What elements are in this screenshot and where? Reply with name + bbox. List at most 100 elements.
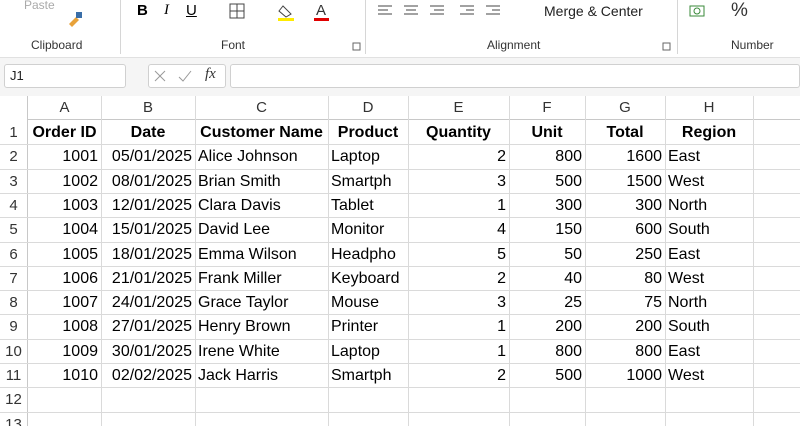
cell[interactable]: South — [668, 318, 710, 336]
cell[interactable]: 24/01/2025 — [111, 294, 192, 312]
cell[interactable]: Smartph — [331, 367, 392, 384]
column-header[interactable]: F — [542, 99, 552, 116]
column-header[interactable]: I — [753, 99, 800, 116]
cell[interactable]: Grace Taylor — [198, 294, 289, 312]
cell[interactable]: Alice Johnson — [198, 148, 298, 166]
cell[interactable]: Jack Harris — [198, 367, 279, 384]
cell[interactable]: 4 — [497, 221, 506, 239]
cell[interactable]: Emma Wilson — [198, 245, 297, 263]
row-header[interactable]: 5 — [9, 221, 18, 239]
cell[interactable]: 1005 — [62, 245, 98, 263]
row-header[interactable]: 12 — [5, 391, 22, 409]
currency-icon[interactable] — [688, 3, 714, 21]
cell[interactable]: 500 — [555, 367, 582, 384]
cell[interactable]: Smartph — [331, 172, 392, 190]
cell[interactable]: Unit — [531, 124, 563, 141]
cell[interactable]: 300 — [555, 196, 582, 214]
name-box[interactable] — [4, 64, 126, 88]
cell[interactable]: West — [668, 367, 705, 384]
cell[interactable]: Mouse — [331, 294, 380, 312]
cell[interactable]: West — [668, 172, 705, 190]
cell[interactable]: 1004 — [62, 221, 98, 239]
cell[interactable]: 200 — [635, 318, 662, 336]
cell[interactable]: 05/01/2025 — [111, 148, 192, 166]
row-header[interactable]: 6 — [9, 245, 18, 263]
cell[interactable]: 1 — [497, 196, 506, 214]
row-header[interactable]: 11 — [5, 367, 22, 384]
cell[interactable]: Headpho — [331, 245, 396, 263]
cell[interactable]: Order ID — [32, 124, 97, 141]
column-header[interactable]: A — [59, 99, 70, 116]
row-header[interactable]: 2 — [9, 148, 18, 166]
cell[interactable]: 27/01/2025 — [111, 318, 192, 336]
cell[interactable]: 1007 — [62, 294, 98, 312]
cell[interactable]: Frank Miller — [198, 269, 282, 287]
cell[interactable]: 12/01/2025 — [111, 196, 192, 214]
cell[interactable]: 08/01/2025 — [111, 172, 192, 190]
cell[interactable]: 1000 — [626, 367, 662, 384]
cell[interactable]: 1001 — [62, 148, 98, 166]
cell[interactable]: 1009 — [62, 342, 98, 360]
cell[interactable]: Region — [681, 124, 737, 141]
column-header[interactable]: G — [619, 99, 631, 116]
cell[interactable]: Product — [337, 124, 399, 141]
cell[interactable]: Monitor — [331, 221, 385, 239]
cell[interactable]: 800 — [555, 148, 582, 166]
column-header[interactable]: C — [256, 99, 267, 116]
cell[interactable]: 1008 — [62, 318, 98, 336]
cell[interactable]: Quantity — [426, 124, 491, 141]
merge-center-button[interactable]: Merge & Center — [544, 3, 643, 19]
column-header[interactable]: E — [453, 99, 464, 116]
cell[interactable]: 800 — [555, 342, 582, 360]
cell[interactable]: Henry Brown — [198, 318, 291, 336]
cell[interactable]: 40 — [564, 269, 582, 287]
cell[interactable]: 2 — [497, 269, 506, 287]
cell[interactable]: Tablet — [331, 196, 374, 214]
cell[interactable]: 5 — [497, 245, 506, 263]
format-painter-icon[interactable] — [66, 10, 84, 28]
cell[interactable]: 600 — [635, 221, 662, 239]
row-header[interactable]: 13 — [5, 415, 22, 426]
column-header[interactable]: B — [142, 99, 153, 116]
cell[interactable]: Printer — [331, 318, 379, 336]
cell[interactable]: 1010 — [62, 367, 98, 384]
cell[interactable]: 1500 — [626, 172, 662, 190]
cell[interactable]: East — [668, 342, 701, 360]
cell[interactable]: Laptop — [331, 148, 380, 166]
row-header[interactable]: 9 — [9, 318, 18, 336]
cell[interactable]: 1003 — [62, 196, 98, 214]
cell[interactable]: David Lee — [198, 221, 271, 239]
cell[interactable]: 200 — [555, 318, 582, 336]
cell[interactable]: 500 — [555, 172, 582, 190]
dialog-launcher[interactable] — [352, 42, 362, 52]
cell[interactable]: 50 — [564, 245, 582, 263]
cell[interactable]: North — [668, 294, 708, 312]
cell[interactable]: 150 — [555, 221, 582, 239]
cell[interactable]: 21/01/2025 — [111, 269, 192, 287]
cell[interactable]: East — [668, 245, 701, 263]
cell[interactable]: 2 — [497, 367, 506, 384]
cell[interactable]: 800 — [635, 342, 662, 360]
cell[interactable]: 15/01/2025 — [111, 221, 192, 239]
formula-input[interactable] — [230, 64, 800, 88]
row-header[interactable]: 3 — [9, 172, 18, 190]
cell[interactable]: 1600 — [626, 148, 662, 166]
cell[interactable]: 3 — [497, 294, 506, 312]
cell[interactable]: 18/01/2025 — [111, 245, 192, 263]
row-header[interactable]: 10 — [5, 342, 22, 360]
cancel-enter-icons[interactable] — [152, 68, 202, 84]
cell[interactable]: 30/01/2025 — [111, 342, 192, 360]
cell[interactable]: 1006 — [62, 269, 98, 287]
underline-button[interactable]: U — [186, 2, 197, 19]
column-header[interactable]: D — [362, 99, 374, 116]
cell[interactable]: 75 — [644, 294, 662, 312]
cell[interactable]: Customer Name — [200, 124, 323, 141]
cell[interactable]: Total — [606, 124, 644, 141]
bold-button[interactable]: B — [137, 2, 148, 19]
cell[interactable]: 80 — [644, 269, 662, 287]
cell[interactable]: Keyboard — [331, 269, 400, 287]
row-header[interactable]: 7 — [9, 269, 18, 287]
cell[interactable]: 250 — [635, 245, 662, 263]
cell[interactable]: Date — [130, 124, 166, 141]
cell[interactable]: 1 — [497, 342, 506, 360]
